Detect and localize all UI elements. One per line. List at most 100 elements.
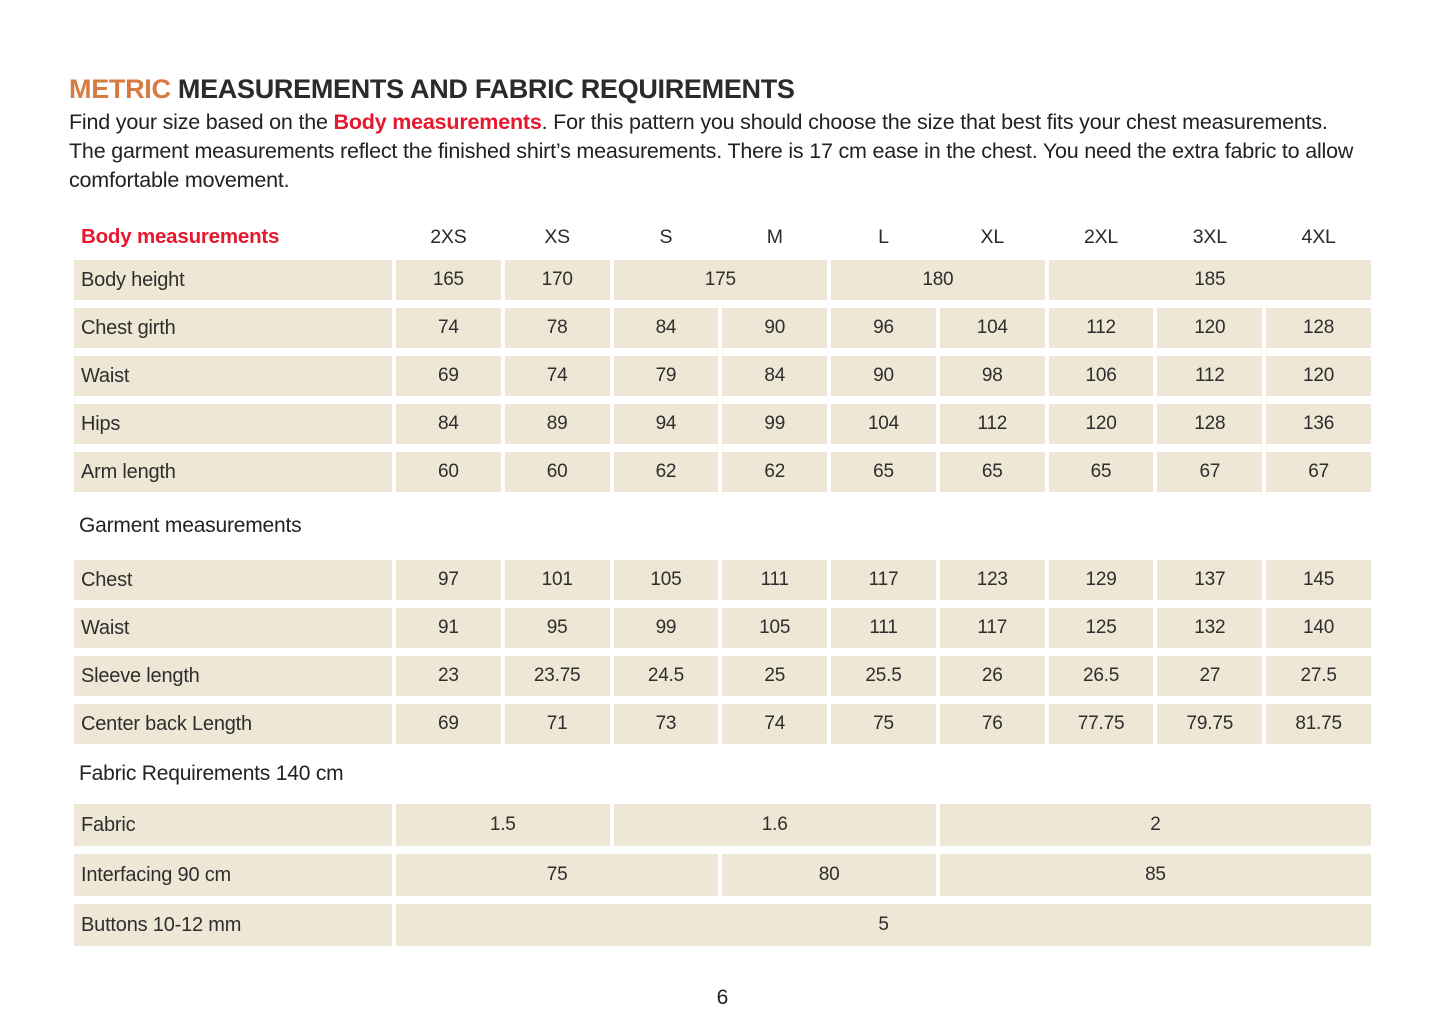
value-cell: 74 (396, 308, 501, 348)
row-label: Buttons 10-12 mm (74, 904, 392, 946)
value-cell: 90 (831, 356, 936, 396)
value-cell: 65 (1048, 452, 1154, 492)
value-cell: 180 (831, 260, 1045, 300)
value-cell: 117 (939, 608, 1045, 648)
value-cell: 101 (504, 560, 610, 600)
value-cell: 90 (722, 308, 828, 348)
table-row: Chest girth 74 78 84 90 96 104 112 120 128 (74, 308, 1371, 348)
size-column-header: 4XL (1301, 225, 1336, 248)
value-cell: 23 (396, 656, 501, 696)
value-cell: 67 (1266, 452, 1371, 492)
value-cell: 5 (396, 904, 1371, 946)
row-label: Body height (74, 260, 392, 300)
value-cell: 112 (939, 404, 1045, 444)
value-cell: 125 (1048, 608, 1154, 648)
table-row: Hips 84 89 94 99 104 112 120 128 136 (74, 404, 1371, 444)
row-label: Chest (74, 560, 392, 600)
value-cell: 175 (613, 260, 828, 300)
value-cell: 170 (504, 260, 610, 300)
value-cell: 97 (396, 560, 501, 600)
size-column-header: M (766, 225, 783, 248)
section-label: Garment measurements (79, 514, 302, 537)
value-cell: 95 (504, 608, 610, 648)
value-cell: 111 (831, 608, 936, 648)
value-cell: 62 (613, 452, 719, 492)
row-label: Interfacing 90 cm (74, 854, 392, 896)
value-cell: 65 (939, 452, 1045, 492)
value-cell: 2 (939, 804, 1371, 846)
intro-text-before: Find your size based on the (69, 110, 334, 134)
value-cell: 71 (504, 704, 610, 744)
size-column-header: S (659, 225, 673, 248)
value-cell: 111 (722, 560, 828, 600)
intro-paragraph: Find your size based on the Body measure… (69, 108, 1361, 195)
table-row: Buttons 10-12 mm 5 (74, 904, 1371, 946)
value-cell: 89 (504, 404, 610, 444)
value-cell: 25 (722, 656, 828, 696)
value-cell: 69 (396, 356, 501, 396)
value-cell: 104 (831, 404, 936, 444)
value-cell: 123 (939, 560, 1045, 600)
value-cell: 60 (396, 452, 501, 492)
value-cell: 79 (613, 356, 719, 396)
table-row: Center back Length 69 71 73 74 75 76 77.75 79.75… (74, 704, 1371, 744)
value-cell: 84 (722, 356, 828, 396)
size-column-header: XL (980, 225, 1005, 248)
value-cell: 27 (1157, 656, 1263, 696)
value-cell: 84 (613, 308, 719, 348)
value-cell: 105 (613, 560, 719, 600)
value-cell: 96 (831, 308, 936, 348)
value-cell: 112 (1157, 356, 1263, 396)
section-row: Fabric Requirements 140 cm (74, 752, 1371, 796)
value-cell: 26.5 (1048, 656, 1154, 696)
value-cell: 65 (831, 452, 936, 492)
measurements-table: Body measurements 2XS XS S M L XL 2XL 3XL 4XL Body… (74, 222, 1371, 954)
table-row: Waist 91 95 99 105 111 117 125 132 140 (74, 608, 1371, 648)
value-cell: 165 (396, 260, 501, 300)
value-cell: 78 (504, 308, 610, 348)
value-cell: 145 (1266, 560, 1371, 600)
page-title: METRIC MEASUREMENTS AND FABRIC REQUIREME… (69, 74, 795, 105)
value-cell: 75 (396, 854, 719, 896)
value-cell: 74 (504, 356, 610, 396)
value-cell: 79.75 (1157, 704, 1263, 744)
row-label: Center back Length (74, 704, 392, 744)
value-cell: 91 (396, 608, 501, 648)
value-cell: 99 (722, 404, 828, 444)
row-label: Sleeve length (74, 656, 392, 696)
value-cell: 112 (1048, 308, 1154, 348)
title-accent: METRIC (69, 74, 171, 104)
table-row: Arm length 60 60 62 62 65 65 65 67 67 (74, 452, 1371, 492)
value-cell: 62 (722, 452, 828, 492)
row-label: Waist (74, 608, 392, 648)
value-cell: 128 (1266, 308, 1371, 348)
value-cell: 129 (1048, 560, 1154, 600)
value-cell: 136 (1266, 404, 1371, 444)
value-cell: 85 (939, 854, 1371, 896)
value-cell: 84 (396, 404, 501, 444)
value-cell: 120 (1157, 308, 1263, 348)
value-cell: 94 (613, 404, 719, 444)
value-cell: 74 (722, 704, 828, 744)
table-row: Sleeve length 23 23.75 24.5 25 25.5 26 26.5 27 27… (74, 656, 1371, 696)
value-cell: 106 (1048, 356, 1154, 396)
value-cell: 26 (939, 656, 1045, 696)
value-cell: 98 (939, 356, 1045, 396)
table-row: Body height 165 170 175 180 185 (74, 260, 1371, 300)
row-label: Fabric (74, 804, 392, 846)
value-cell: 81.75 (1266, 704, 1371, 744)
value-cell: 137 (1157, 560, 1263, 600)
size-column-header: XS (544, 225, 570, 248)
value-cell: 120 (1048, 404, 1154, 444)
section-row: Garment measurements (74, 500, 1371, 552)
row-label: Chest girth (74, 308, 392, 348)
value-cell: 23.75 (504, 656, 610, 696)
size-column-header: 3XL (1192, 225, 1227, 248)
value-cell: 67 (1157, 452, 1263, 492)
value-cell: 132 (1157, 608, 1263, 648)
table-row: Waist 69 74 79 84 90 98 106 112 120 (74, 356, 1371, 396)
table-header-label: Body measurements (81, 225, 280, 248)
table-header-row: Body measurements 2XS XS S M L XL 2XL 3XL 4XL (74, 222, 1371, 252)
size-column-header: 2XL (1083, 225, 1119, 248)
